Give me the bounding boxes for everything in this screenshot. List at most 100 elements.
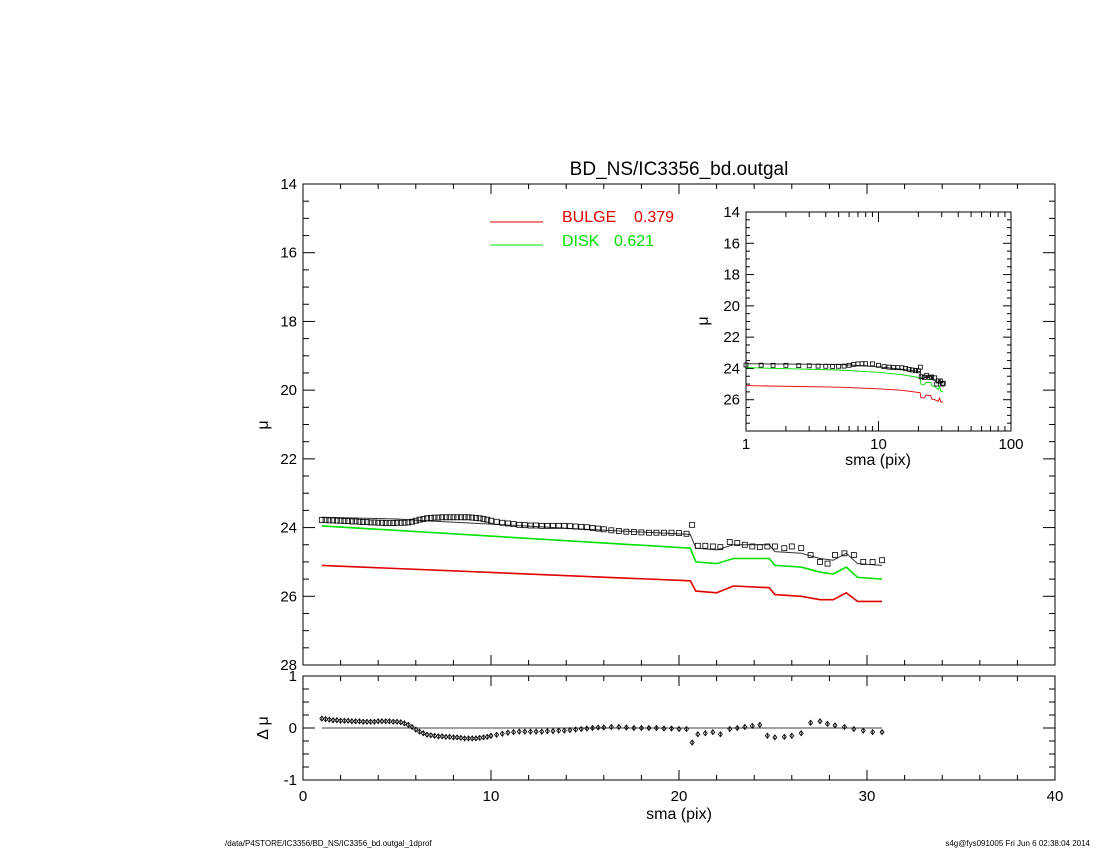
inset-y-tick-label: 26: [723, 392, 740, 409]
residual-point: [447, 733, 453, 740]
observed-point: [341, 518, 348, 524]
residual-point: [386, 718, 392, 725]
residual-point: [398, 719, 404, 726]
observed-point: [367, 519, 374, 526]
inset-observed-point: [846, 362, 852, 368]
residual-point: [689, 739, 695, 746]
residual-point: [544, 727, 550, 735]
observed-point: [480, 516, 487, 522]
inset-observed-point: [906, 366, 912, 372]
observed-point: [615, 528, 622, 534]
observed-point: [382, 520, 389, 527]
residual-point: [668, 725, 674, 732]
residual-point: [353, 718, 359, 725]
observed-point: [412, 517, 419, 524]
inset-y-tick-label: 22: [723, 329, 740, 346]
legend-disk-value: 0.621: [614, 233, 654, 250]
residual-point: [584, 725, 590, 732]
observed-point: [360, 519, 367, 525]
observed-point: [469, 514, 476, 521]
residual-point: [638, 724, 644, 732]
observed-point: [756, 544, 763, 551]
observed-point: [869, 559, 876, 565]
observed-point: [538, 522, 545, 529]
observed-point: [318, 517, 325, 523]
residual-point: [817, 718, 823, 725]
residual-series: [319, 715, 885, 746]
residual-point: [364, 718, 370, 725]
residual-point: [772, 734, 778, 741]
inset-x-tick-label: 100: [998, 436, 1023, 453]
inset-observed-point: [940, 380, 946, 386]
observed-point: [544, 522, 551, 529]
observed-point: [668, 529, 675, 536]
residual-point: [717, 731, 723, 738]
inset-observed-point: [876, 362, 881, 368]
inset-observed-point: [913, 368, 918, 373]
observed-point: [345, 518, 352, 524]
observed-point: [646, 529, 652, 536]
residual-point: [757, 721, 763, 729]
residual-point: [608, 723, 614, 731]
observed-point: [583, 524, 590, 531]
residual-point: [527, 728, 533, 735]
residual-point: [851, 725, 857, 733]
residual-point: [808, 719, 814, 726]
inset-observed-point: [881, 364, 887, 369]
residual-point: [522, 728, 528, 735]
residual-point: [465, 735, 471, 742]
residual-point: [371, 718, 377, 725]
residual-point: [494, 731, 500, 738]
observed-point: [322, 517, 329, 523]
observed-point: [439, 514, 446, 521]
x-tick-label: 40: [1047, 788, 1064, 805]
observed-point: [860, 559, 867, 565]
residual-point: [341, 717, 347, 724]
observed-point: [476, 515, 483, 522]
residual-point: [383, 718, 389, 725]
inset-observed-point: [886, 364, 892, 370]
inset-y-tick-label: 18: [723, 267, 740, 284]
residual-point: [798, 730, 804, 737]
residual-point: [550, 727, 556, 735]
observed-point: [600, 526, 607, 533]
inset-observed-point: [836, 363, 842, 369]
inset-observed-point: [939, 381, 945, 387]
observed-point: [661, 529, 667, 536]
observed-point: [749, 543, 756, 550]
inset-y-axis-label: μ: [695, 316, 712, 325]
series-bulge-line: [321, 564, 882, 603]
inset-x-tick-label: 10: [870, 436, 887, 453]
residual-point: [394, 718, 400, 725]
residual-point: [473, 735, 479, 742]
observed-point: [676, 530, 682, 536]
observed-point: [326, 517, 333, 524]
observed-point: [473, 515, 479, 521]
residual-point: [567, 726, 573, 734]
observed-point: [375, 519, 382, 526]
observed-point: [379, 519, 385, 526]
residual-point: [420, 730, 426, 737]
observed-point: [689, 521, 696, 528]
observed-point: [694, 542, 701, 549]
observed-point: [356, 518, 363, 525]
observed-point: [390, 520, 397, 527]
residual-point: [349, 718, 355, 725]
observed-point: [589, 525, 596, 531]
observed-point: [832, 552, 838, 558]
inset-observed-point: [929, 374, 934, 380]
observed-point: [567, 523, 573, 530]
residual-point: [841, 723, 847, 731]
main-y-axis-label: μ: [255, 420, 272, 429]
main-y-tick-label: 14: [280, 176, 297, 193]
observed-point: [446, 514, 453, 521]
residual-point: [477, 734, 483, 742]
residual-point: [646, 724, 652, 732]
observed-point: [788, 543, 795, 550]
residual-point: [424, 731, 430, 738]
observed-point: [364, 519, 370, 525]
residual-point: [684, 725, 690, 733]
residual-point: [443, 733, 449, 740]
inset-observed-point: [758, 362, 764, 368]
